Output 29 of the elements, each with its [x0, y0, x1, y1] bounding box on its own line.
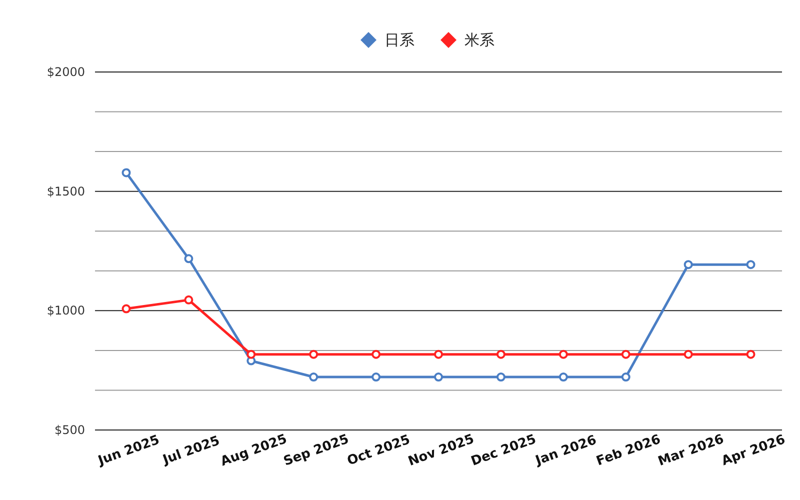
point: [746, 350, 756, 359]
point: [372, 350, 381, 359]
point: [684, 350, 693, 359]
point: [122, 168, 131, 178]
point: [184, 254, 194, 264]
legend-label: 日系: [384, 32, 414, 49]
point: [621, 350, 630, 359]
legend-label: 米系: [464, 32, 494, 49]
point: [684, 260, 693, 270]
point: [621, 372, 630, 382]
y-tick-label: $1000: [46, 304, 85, 318]
point: [122, 304, 131, 314]
point: [246, 350, 256, 359]
point: [434, 350, 443, 359]
x-tick-label: Jun 2025: [95, 432, 162, 470]
point: [746, 260, 756, 270]
y-tick-label: $500: [54, 423, 85, 437]
y-tick-label: $2000: [46, 65, 85, 79]
y-tick-label: $1500: [46, 184, 85, 198]
point: [496, 350, 506, 359]
x-tick-label: Jul 2025: [160, 434, 222, 468]
point: [372, 372, 381, 382]
point: [434, 372, 443, 382]
point: [558, 350, 568, 359]
point: [558, 372, 568, 382]
point: [184, 295, 194, 304]
point: [309, 372, 318, 382]
point: [496, 372, 506, 382]
point: [309, 350, 318, 359]
